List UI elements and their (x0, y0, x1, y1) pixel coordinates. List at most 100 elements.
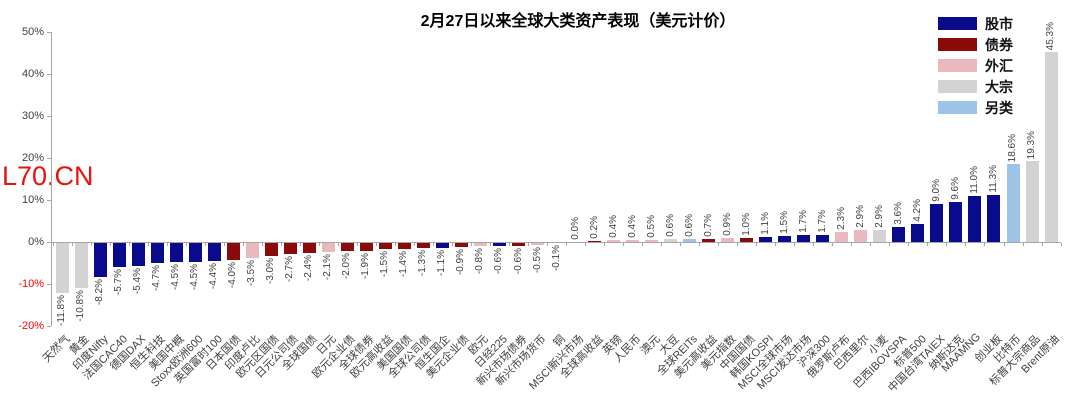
legend-swatch-equity (938, 17, 977, 30)
bar (302, 243, 316, 253)
y-axis-tick (47, 284, 51, 285)
bar (188, 243, 202, 262)
value-label: -2.0% (341, 253, 353, 280)
value-label: 1.7% (797, 210, 809, 233)
value-label: -4.0% (227, 262, 239, 289)
chart-title: 2月27日以来全球大类资产表现（美元计价） (420, 13, 736, 30)
x-axis-tick (261, 243, 263, 246)
bar (588, 241, 601, 242)
legend-item: 大宗 (938, 76, 1013, 97)
bar (93, 243, 107, 277)
x-axis-tick (489, 243, 491, 246)
bar (911, 224, 925, 242)
value-label: 11.3% (987, 165, 999, 193)
x-axis-tick (1041, 243, 1043, 246)
x-axis-tick (185, 243, 187, 246)
legend-label: 外汇 (985, 57, 1013, 74)
value-label: 1.7% (816, 210, 828, 233)
x-axis-tick (661, 243, 663, 246)
x-axis-tick (204, 243, 206, 246)
value-label: 1.5% (778, 211, 790, 234)
value-label: -1.9% (360, 253, 372, 280)
bar (1006, 164, 1020, 242)
y-axis-label: 20% (21, 152, 44, 164)
value-label: -2.7% (284, 256, 296, 283)
bar (245, 243, 259, 258)
bar (397, 243, 411, 249)
bar (987, 195, 1001, 242)
value-label: -0.8% (474, 248, 486, 275)
value-label: 1.1% (759, 212, 771, 235)
x-axis-tick (394, 243, 396, 246)
y-axis-label: -20% (18, 320, 44, 332)
x-axis-tick (280, 243, 282, 246)
bar (778, 236, 792, 242)
legend-swatch-fx (938, 59, 977, 72)
x-axis-tick (718, 243, 720, 246)
legend-item: 另类 (938, 97, 1013, 118)
y-axis-label: 30% (21, 110, 44, 122)
legend-item: 股市 (938, 13, 1013, 34)
value-label: -4.7% (151, 265, 163, 292)
bar (626, 240, 640, 242)
value-label: 0.7% (702, 214, 714, 237)
value-label: -0.9% (455, 249, 467, 276)
bar (169, 243, 183, 262)
value-label: 19.3% (1026, 130, 1037, 159)
x-axis-tick (699, 243, 701, 246)
bar (435, 243, 449, 248)
value-label: 2.9% (854, 205, 866, 228)
value-label: -5.7% (113, 269, 125, 296)
bar (112, 243, 126, 267)
x-axis-tick (965, 243, 967, 246)
bar (512, 243, 525, 246)
bar (473, 243, 487, 246)
bar (873, 230, 887, 242)
value-label: -1.5% (379, 251, 391, 278)
legend-label: 债券 (985, 36, 1013, 53)
y-axis-label: -10% (18, 278, 44, 290)
value-label: 0.0% (569, 217, 581, 240)
value-label: 0.5% (645, 215, 657, 238)
bar (74, 243, 88, 288)
x-axis-tick (528, 243, 529, 246)
value-label: 0.6% (664, 214, 676, 237)
bar (150, 243, 164, 263)
x-axis-tick (356, 243, 358, 246)
x-axis-tick (927, 243, 929, 246)
legend-item: 外汇 (938, 55, 1013, 76)
x-axis-tick (756, 243, 758, 246)
y-axis-tick (47, 74, 51, 75)
bar (930, 204, 944, 242)
y-axis-label: 50% (21, 26, 44, 38)
bar (492, 243, 506, 246)
value-label: 9.0% (930, 179, 942, 202)
x-axis-tick (984, 243, 986, 246)
bar (835, 232, 849, 242)
x-axis-tick (223, 243, 225, 246)
bar (378, 243, 392, 249)
value-label: -3.5% (246, 260, 258, 287)
x-axis-tick (623, 243, 625, 246)
value-label: 0.9% (721, 213, 733, 236)
value-label: -2.4% (303, 255, 315, 282)
y-axis-line (51, 32, 52, 326)
bar (1025, 161, 1039, 242)
bar (816, 235, 830, 242)
bar (340, 243, 354, 251)
x-axis-tick (1022, 243, 1024, 246)
watermark: L70.CN (2, 161, 94, 191)
x-axis-tick (813, 243, 815, 246)
value-label: -8.2% (94, 279, 105, 306)
x-axis-tick (147, 243, 149, 246)
value-label: -11.8% (56, 295, 67, 326)
value-label: -0.6% (512, 248, 524, 275)
x-axis-tick (585, 243, 586, 246)
bar (740, 238, 754, 242)
x-axis-tick (242, 243, 244, 246)
value-label: 0.4% (607, 215, 619, 238)
bar (607, 240, 621, 242)
x-axis-tick (509, 243, 510, 246)
value-label: 18.6% (1007, 133, 1018, 162)
y-axis-tick (47, 32, 51, 33)
